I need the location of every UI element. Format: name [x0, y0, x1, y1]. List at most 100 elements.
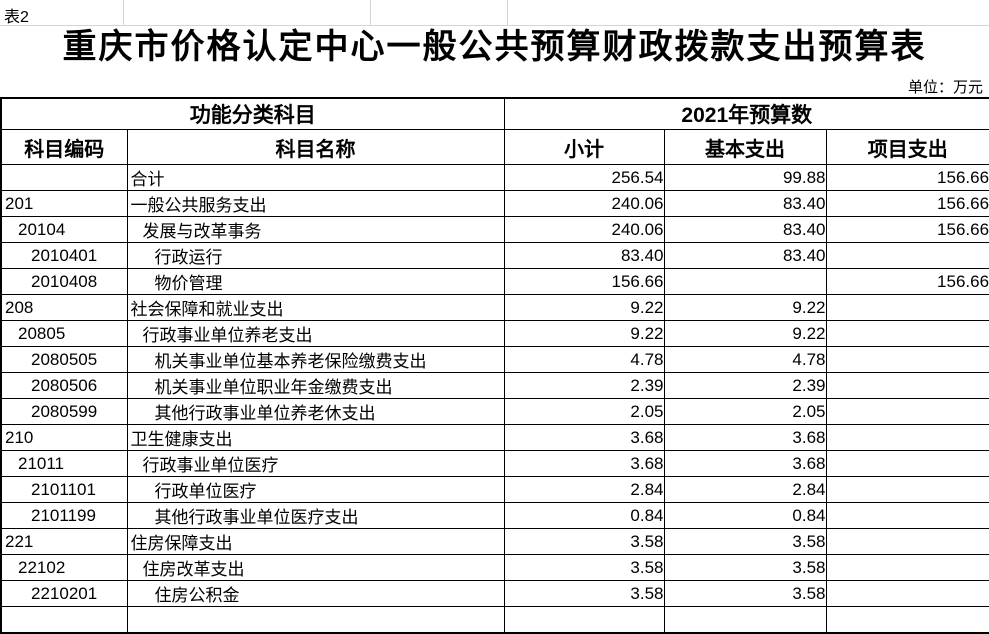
code-cell: 221 — [0, 528, 128, 555]
basic-expense-cell: 0.84 — [663, 502, 827, 529]
table-row: 208 社会保障和就业支出 9.22 9.22 — [0, 294, 989, 321]
basic-expense-cell: 83.40 — [663, 216, 827, 243]
name-cell: 其他行政事业单位医疗支出 — [126, 502, 505, 529]
code-cell: 2210201 — [0, 580, 128, 607]
basic-expense-cell: 83.40 — [663, 190, 827, 217]
subtotal-cell: 3.68 — [503, 450, 665, 477]
subtotal-cell: 240.06 — [503, 216, 665, 243]
page-title: 重庆市价格认定中心一般公共预算财政拨款支出预算表 — [62, 28, 927, 66]
code-cell: 2080505 — [0, 346, 128, 373]
sheet-gridline-horizontal — [0, 25, 989, 26]
name-cell: 行政运行 — [126, 242, 505, 269]
project-expense-cell — [825, 398, 989, 425]
sheet-gridline-vertical-2 — [370, 0, 371, 25]
header-2021-budget: 2021年预算数 — [503, 97, 989, 130]
table-row: 20104 发展与改革事务 240.06 83.40 156.66 — [0, 216, 989, 243]
code-cell: 201 — [0, 190, 128, 217]
table-row: 2010401 行政运行 83.40 83.40 — [0, 242, 989, 269]
basic-expense-cell: 99.88 — [663, 164, 827, 191]
subtotal-cell: 0.84 — [503, 502, 665, 529]
subtotal-cell: 3.58 — [503, 528, 665, 555]
project-expense-cell — [825, 294, 989, 321]
sheet-gridline-vertical-3 — [507, 0, 508, 25]
code-cell: 22102 — [0, 554, 128, 581]
table-row: 2080599 其他行政事业单位养老休支出 2.05 2.05 — [0, 398, 989, 425]
table-row: 2101101 行政单位医疗 2.84 2.84 — [0, 476, 989, 503]
basic-expense-cell: 2.39 — [663, 372, 827, 399]
basic-expense-cell: 3.58 — [663, 554, 827, 581]
subtotal-cell: 156.66 — [503, 268, 665, 295]
table-row: 2210201 住房公积金 3.58 3.58 — [0, 580, 989, 607]
subtotal-cell: 2.84 — [503, 476, 665, 503]
project-expense-cell: 156.66 — [825, 216, 989, 243]
basic-expense-cell — [663, 606, 827, 633]
subtotal-cell: 240.06 — [503, 190, 665, 217]
project-expense-cell: 156.66 — [825, 164, 989, 191]
table-row — [0, 606, 989, 633]
basic-expense-cell: 83.40 — [663, 242, 827, 269]
sheet-gridline-vertical-1 — [123, 0, 124, 25]
project-expense-cell — [825, 372, 989, 399]
code-cell: 2101101 — [0, 476, 128, 503]
unit-label: 单位：万元 — [907, 79, 983, 96]
table-row: 2080505 机关事业单位基本养老保险缴费支出 4.78 4.78 — [0, 346, 989, 373]
project-expense-cell — [825, 424, 989, 451]
name-cell: 住房改革支出 — [126, 554, 505, 581]
table-row: 21011 行政事业单位医疗 3.68 3.68 — [0, 450, 989, 477]
table-row: 201 一般公共服务支出 240.06 83.40 156.66 — [0, 190, 989, 217]
table-row: 2101199 其他行政事业单位医疗支出 0.84 0.84 — [0, 502, 989, 529]
code-cell: 2010408 — [0, 268, 128, 295]
budget-table-header: 功能分类科目 2021年预算数 科目编码 科目名称 小计 基本支出 项目支出 — [0, 97, 989, 165]
table-row: 20805 行政事业单位养老支出 9.22 9.22 — [0, 320, 989, 347]
basic-expense-cell: 9.22 — [663, 294, 827, 321]
subtotal-cell: 2.05 — [503, 398, 665, 425]
name-cell: 行政单位医疗 — [126, 476, 505, 503]
basic-expense-cell: 3.68 — [663, 450, 827, 477]
name-cell: 卫生健康支出 — [126, 424, 505, 451]
code-cell: 210 — [0, 424, 128, 451]
code-cell: 2101199 — [0, 502, 128, 529]
code-cell: 2080599 — [0, 398, 128, 425]
project-expense-cell — [825, 502, 989, 529]
name-cell: 物价管理 — [126, 268, 505, 295]
project-expense-cell — [825, 606, 989, 633]
code-cell: 2010401 — [0, 242, 128, 269]
name-cell: 发展与改革事务 — [126, 216, 505, 243]
project-expense-cell — [825, 242, 989, 269]
subtotal-cell: 83.40 — [503, 242, 665, 269]
col-header-subject-code: 科目编码 — [0, 129, 128, 165]
subtotal-cell: 3.58 — [503, 580, 665, 607]
table-row: 合计 256.54 99.88 156.66 — [0, 164, 989, 191]
project-expense-cell — [825, 554, 989, 581]
basic-expense-cell: 3.58 — [663, 580, 827, 607]
project-expense-cell — [825, 476, 989, 503]
name-cell: 社会保障和就业支出 — [126, 294, 505, 321]
basic-expense-cell: 2.05 — [663, 398, 827, 425]
subtotal-cell: 3.68 — [503, 424, 665, 451]
basic-expense-cell: 3.58 — [663, 528, 827, 555]
col-header-basic-expense: 基本支出 — [663, 129, 827, 165]
project-expense-cell — [825, 346, 989, 373]
table-tag: 表2 — [4, 9, 29, 26]
subtotal-cell: 2.39 — [503, 372, 665, 399]
table-row: 210 卫生健康支出 3.68 3.68 — [0, 424, 989, 451]
project-expense-cell — [825, 450, 989, 477]
table-row: 221 住房保障支出 3.58 3.58 — [0, 528, 989, 555]
name-cell: 行政事业单位养老支出 — [126, 320, 505, 347]
col-header-subject-name: 科目名称 — [126, 129, 505, 165]
code-cell: 2080506 — [0, 372, 128, 399]
col-header-subtotal: 小计 — [503, 129, 665, 165]
project-expense-cell — [825, 528, 989, 555]
name-cell: 住房公积金 — [126, 580, 505, 607]
project-expense-cell: 156.66 — [825, 268, 989, 295]
basic-expense-cell: 3.68 — [663, 424, 827, 451]
code-cell: 21011 — [0, 450, 128, 477]
basic-expense-cell — [663, 268, 827, 295]
header-group-row: 功能分类科目 2021年预算数 — [0, 97, 989, 130]
table-row: 22102 住房改革支出 3.58 3.58 — [0, 554, 989, 581]
code-cell: 208 — [0, 294, 128, 321]
header-columns-row: 科目编码 科目名称 小计 基本支出 项目支出 — [0, 129, 989, 165]
code-cell: 20104 — [0, 216, 128, 243]
subtotal-cell — [503, 606, 665, 633]
